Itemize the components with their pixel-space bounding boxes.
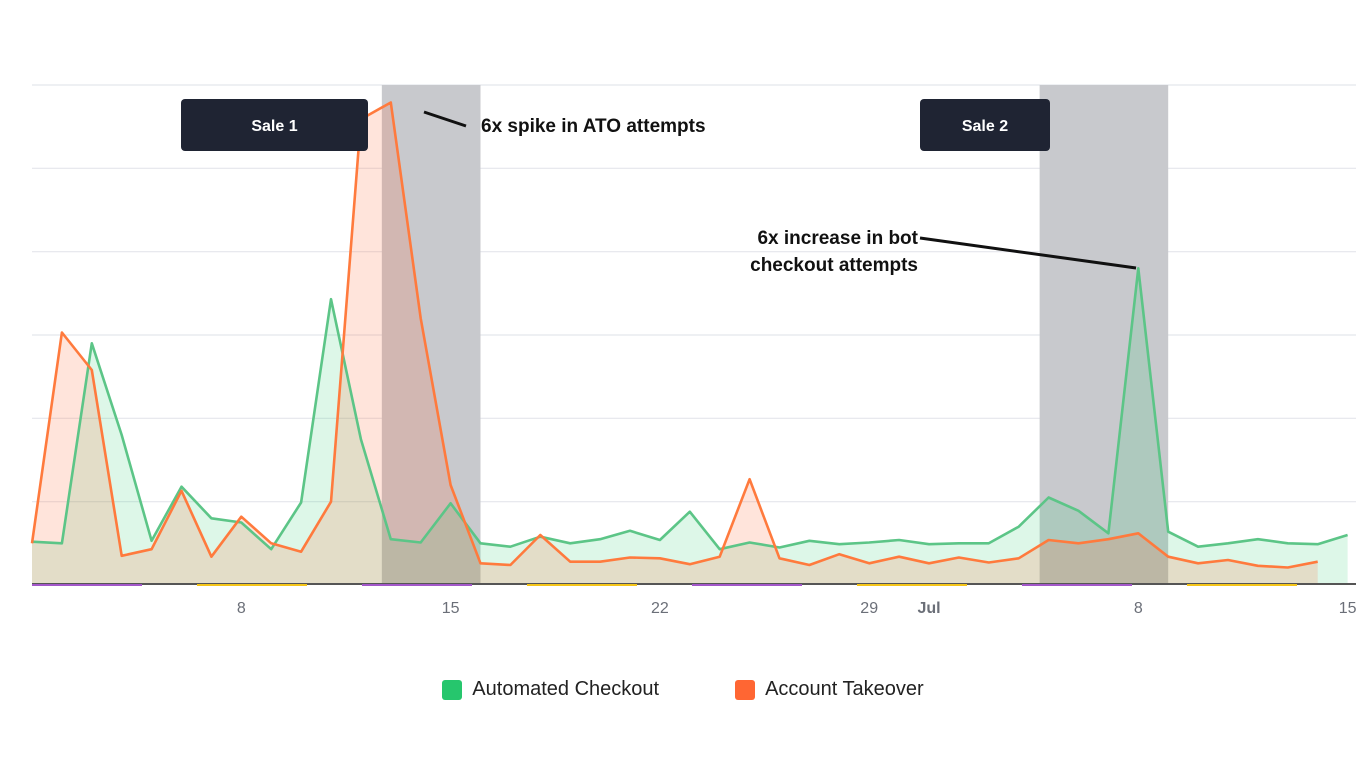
series-line	[30, 101, 1318, 569]
baseline	[32, 583, 1356, 586]
legend-swatch-account-takeover	[735, 679, 756, 700]
annotation-text: 6x increase in bot	[757, 228, 918, 249]
legend-item-account-takeover[interactable]: Account Takeover	[735, 678, 924, 701]
x-tick-label: Jul	[917, 600, 940, 617]
annotations: 6x spike in ATO attempts 6x increase in b…	[423, 110, 1137, 276]
annotation-leader	[919, 236, 1137, 270]
x-axis-ticks: 8 15 22 29 Jul 8 15	[237, 600, 1357, 617]
annotation-text: 6x spike in ATO attempts	[481, 116, 706, 137]
series-line	[31, 267, 1348, 551]
x-tick-label: 8	[1134, 600, 1143, 617]
x-tick-label: 8	[237, 600, 246, 617]
annotation-text: checkout attempts	[750, 255, 918, 276]
legend: Automated Checkout Account Takeover	[0, 678, 1366, 701]
x-tick-label: 15	[1339, 600, 1357, 617]
legend-swatch-automated-checkout	[442, 679, 463, 700]
x-tick-label: 15	[442, 600, 460, 617]
series-area	[32, 268, 1348, 585]
legend-label-account-takeover: Account Takeover	[765, 678, 924, 700]
sale-badges: Sale 1 Sale 2	[181, 99, 1050, 151]
series-lines	[30, 101, 1348, 569]
annotation-leader	[423, 110, 467, 128]
sale-badge-label: Sale 2	[962, 118, 1008, 135]
sale-badge-label: Sale 1	[251, 118, 297, 135]
x-tick-label: 29	[860, 600, 878, 617]
area-chart: 8 15 22 29 Jul 8 15 Sale 1 Sale 2 6x spike in A…	[30, 84, 1357, 617]
sale-badge	[181, 99, 368, 151]
legend-item-automated-checkout[interactable]: Automated Checkout	[442, 678, 659, 701]
x-tick-label: 22	[651, 600, 669, 617]
sale-badge	[920, 99, 1050, 151]
legend-label-automated-checkout: Automated Checkout	[472, 678, 660, 700]
highlight-band	[381, 85, 481, 585]
